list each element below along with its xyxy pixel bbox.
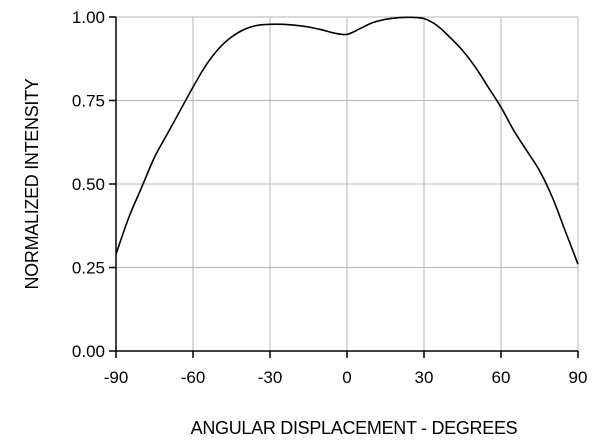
x-tick-label-2: -30 <box>258 368 283 387</box>
x-axis-title: ANGULAR DISPLACEMENT - DEGREES <box>191 418 518 438</box>
x-tick-label-5: 60 <box>492 368 511 387</box>
series-layer <box>115 16 579 265</box>
series-line-0 <box>115 16 579 265</box>
y-tick-label-0: 0.00 <box>72 342 105 361</box>
y-tick-label-3: 0.75 <box>72 92 105 111</box>
grid-layer <box>115 16 579 352</box>
x-tick-label-6: 90 <box>569 368 588 387</box>
y-tick-label-4: 1.00 <box>72 8 105 27</box>
x-tick-label-3: 0 <box>342 368 351 387</box>
y-axis-title: NORMALIZED INTENSITY <box>22 78 42 289</box>
x-tick-label-1: -60 <box>181 368 206 387</box>
y-tick-label-1: 0.25 <box>72 259 105 278</box>
ticks-layer: 0.00 0.25 0.50 0.75 1.00 -90 -60 -30 0 30 60 90 <box>72 8 588 387</box>
x-tick-label-0: -90 <box>104 368 129 387</box>
x-tick-label-4: 30 <box>415 368 434 387</box>
y-tick-label-2: 0.50 <box>72 175 105 194</box>
